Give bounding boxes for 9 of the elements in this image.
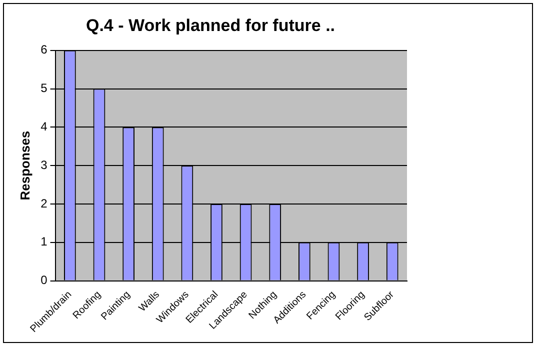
y-tick-label: 2 bbox=[40, 196, 48, 210]
y-tick-label: 4 bbox=[40, 120, 48, 134]
y-tick-label: 1 bbox=[40, 234, 48, 249]
y-tick-label: 3 bbox=[40, 158, 48, 172]
y-tick-label: 6 bbox=[40, 42, 48, 57]
chart-title: Q.4 - Work planned for future .. bbox=[86, 16, 336, 35]
y-axis-title: Responses bbox=[17, 130, 32, 200]
y-tick-label: 5 bbox=[40, 81, 48, 96]
y-tick-label: 0 bbox=[40, 273, 48, 288]
